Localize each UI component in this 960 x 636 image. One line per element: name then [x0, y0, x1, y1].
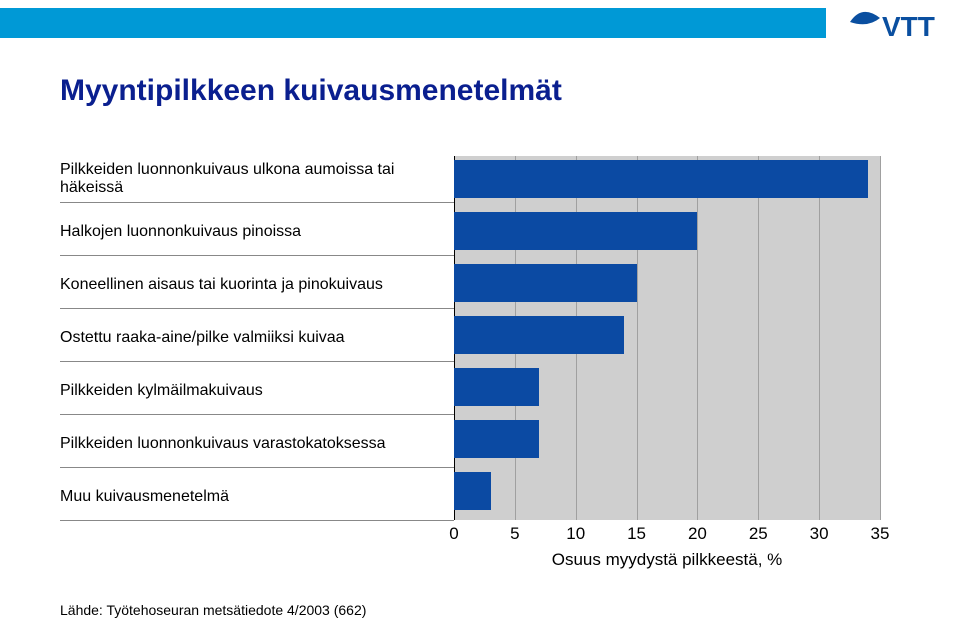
- bar: [454, 420, 539, 458]
- bar: [454, 160, 868, 198]
- plot-column: 05101520253035 Osuus myydystä pilkkeestä…: [454, 156, 900, 536]
- x-tick-label: 0: [449, 524, 458, 544]
- x-tick-label: 10: [566, 524, 585, 544]
- gridline: [697, 156, 698, 520]
- bar: [454, 472, 491, 510]
- x-tick-label: 35: [871, 524, 890, 544]
- category-label: Pilkkeiden kylmäilmakuivaus: [60, 368, 454, 415]
- x-tick-labels: 05101520253035: [454, 524, 880, 548]
- gridline: [637, 156, 638, 520]
- x-axis-title: Osuus myydystä pilkkeestä, %: [454, 550, 880, 570]
- x-tick-label: 25: [749, 524, 768, 544]
- category-label: Pilkkeiden luonnonkuivaus varastokatokse…: [60, 421, 454, 468]
- category-label: Halkojen luonnonkuivaus pinoissa: [60, 209, 454, 256]
- category-label: Muu kuivausmenetelmä: [60, 474, 454, 521]
- vtt-logo: VTT: [848, 0, 944, 48]
- header-band: [0, 8, 826, 38]
- plot-area: [454, 156, 880, 520]
- source-note: Lähde: Työtehoseuran metsätiedote 4/2003…: [60, 602, 366, 618]
- category-label: Ostettu raaka-aine/pilke valmiiksi kuiva…: [60, 315, 454, 362]
- gridline: [819, 156, 820, 520]
- bar: [454, 316, 624, 354]
- bar: [454, 212, 697, 250]
- gridline: [880, 156, 881, 520]
- chart: Pilkkeiden luonnonkuivaus ulkona aumoiss…: [60, 156, 900, 536]
- x-tick-label: 5: [510, 524, 519, 544]
- category-label: Koneellinen aisaus tai kuorinta ja pinok…: [60, 262, 454, 309]
- bar: [454, 264, 637, 302]
- x-tick-label: 15: [627, 524, 646, 544]
- bar: [454, 368, 539, 406]
- slide-title: Myyntipilkkeen kuivausmenetelmät: [60, 74, 562, 108]
- category-label: Pilkkeiden luonnonkuivaus ulkona aumoiss…: [60, 156, 454, 203]
- x-tick-label: 30: [810, 524, 829, 544]
- logo-text: VTT: [882, 11, 935, 42]
- x-tick-label: 20: [688, 524, 707, 544]
- gridline: [758, 156, 759, 520]
- category-labels: Pilkkeiden luonnonkuivaus ulkona aumoiss…: [60, 156, 454, 536]
